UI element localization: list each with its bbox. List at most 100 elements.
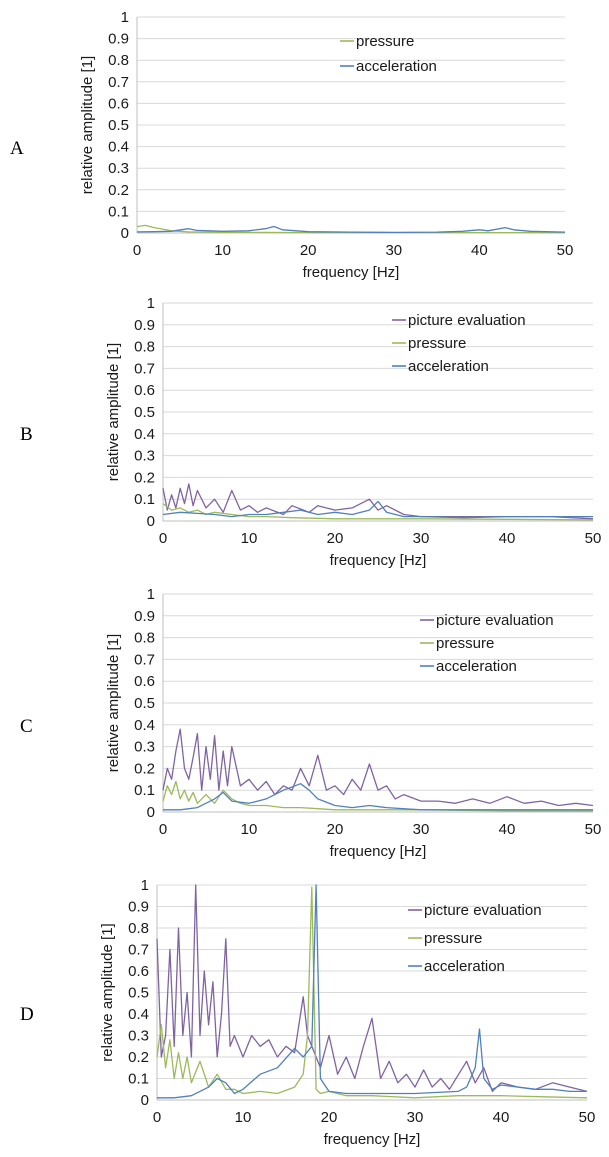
y-tick-label: 1 <box>141 877 149 894</box>
y-tick-label: 0.1 <box>108 203 129 220</box>
y-tick-label: 0.3 <box>108 160 129 177</box>
x-tick-label: 30 <box>413 530 430 547</box>
series-line-acceleration <box>162 500 593 519</box>
x-tick-label: 0 <box>159 821 167 838</box>
y-tick-label: 0.4 <box>134 426 155 443</box>
chart-panel-c: C 0 0.1 0.2 0.3 0.4 0.5 0.6 0.7 0.8 0.9 1 0 10 20 30 4… <box>20 586 601 860</box>
y-tick-label: 0.4 <box>128 1006 149 1023</box>
y-tick-label: 0.6 <box>134 673 155 690</box>
x-tick-label: 30 <box>407 1109 424 1126</box>
x-tick-label: 10 <box>241 821 258 838</box>
y-tick-label: 0.2 <box>108 182 129 199</box>
y-axis-label: relative amplitude [1] <box>105 634 122 772</box>
series-line-acceleration <box>163 783 593 811</box>
y-tick-label: 0 <box>141 1092 149 1109</box>
y-tick-label: 1 <box>147 295 155 312</box>
y-tick-label: 0.3 <box>134 739 155 756</box>
chart-panel-b: B 0 0.1 0.2 0.3 0.4 0.5 0.6 0.7 0.8 0.9 1 0 10 20 30 4… <box>20 295 601 569</box>
y-tick-label: 0.9 <box>108 31 129 48</box>
y-tick-label: 0.1 <box>134 491 155 508</box>
x-tick-label: 40 <box>499 530 516 547</box>
legend-entry: picture evaluation <box>436 612 554 629</box>
x-tick-label: 20 <box>300 242 317 259</box>
legend-entry: pressure <box>356 33 414 50</box>
legend-entry: acceleration <box>436 658 517 675</box>
y-tick-label: 0.5 <box>134 695 155 712</box>
x-tick-label: 10 <box>241 530 258 547</box>
y-tick-label: 0.5 <box>128 985 149 1002</box>
series-line-pressure <box>162 503 594 521</box>
y-tick-label: 0.2 <box>134 760 155 777</box>
y-tick-label: 0.7 <box>134 360 155 377</box>
y-tick-label: 0.6 <box>108 95 129 112</box>
x-tick-label: 40 <box>493 1109 510 1126</box>
y-tick-label: 0.9 <box>134 317 155 334</box>
x-axis-label: frequency [Hz] <box>330 552 427 569</box>
legend-entry: pressure <box>436 635 494 652</box>
y-tick-label: 0.1 <box>134 782 155 799</box>
chart-panel-a: A 0 0.1 0.2 0.3 0.4 0.5 0.6 0.7 0.8 0.9 1 0 10 20 30 4… <box>10 9 573 281</box>
y-tick-label: 0.9 <box>128 899 149 916</box>
panel-letter: B <box>20 424 33 445</box>
panel-letter: A <box>10 138 24 159</box>
y-tick-label: 1 <box>147 586 155 603</box>
legend-entry: pressure <box>424 930 482 947</box>
y-tick-label: 0 <box>147 513 155 530</box>
y-tick-label: 0.3 <box>134 448 155 465</box>
y-tick-label: 0.8 <box>108 52 129 69</box>
y-tick-label: 0.5 <box>108 117 129 134</box>
x-tick-label: 0 <box>159 530 167 547</box>
legend-entry: acceleration <box>408 358 489 375</box>
series-line-acceleration <box>157 884 587 1099</box>
series-line-pressure <box>156 886 588 1099</box>
chart-panel-d: D 0 0.1 0.2 0.3 0.4 0.5 0.6 0.7 0.8 0.9 1 0 10 20 30 4… <box>20 877 595 1148</box>
x-tick-label: 10 <box>214 242 231 259</box>
x-tick-label: 30 <box>385 242 402 259</box>
x-tick-label: 20 <box>327 821 344 838</box>
x-axis-label: frequency [Hz] <box>303 264 400 281</box>
series-line-picture-evaluation <box>162 728 594 807</box>
y-tick-label: 0.2 <box>134 469 155 486</box>
x-tick-label: 40 <box>499 821 516 838</box>
y-tick-label: 0.6 <box>134 382 155 399</box>
panel-letter: D <box>20 1004 34 1025</box>
y-tick-label: 0.7 <box>108 74 129 91</box>
x-tick-label: 30 <box>413 821 430 838</box>
x-axis-label: frequency [Hz] <box>330 843 427 860</box>
y-tick-label: 0.7 <box>128 942 149 959</box>
x-tick-label: 50 <box>579 1109 596 1126</box>
legend-entry: acceleration <box>356 58 437 75</box>
y-tick-label: 0.3 <box>128 1028 149 1045</box>
x-tick-label: 50 <box>585 530 602 547</box>
y-tick-label: 0.8 <box>134 630 155 647</box>
legend-entry: acceleration <box>424 958 505 975</box>
y-tick-label: 0.8 <box>134 339 155 356</box>
series-line-picture-evaluation <box>162 483 594 520</box>
legend-entry: picture evaluation <box>424 902 542 919</box>
y-tick-label: 0 <box>147 804 155 821</box>
y-tick-label: 1 <box>121 9 129 26</box>
y-tick-label: 0.5 <box>134 404 155 421</box>
series-line-acceleration <box>136 225 566 234</box>
y-tick-label: 0.1 <box>128 1071 149 1088</box>
y-tick-label: 0.8 <box>128 920 149 937</box>
x-tick-label: 50 <box>557 242 574 259</box>
y-tick-label: 0.9 <box>134 608 155 625</box>
x-tick-label: 0 <box>133 242 141 259</box>
x-tick-label: 0 <box>153 1109 161 1126</box>
x-tick-label: 20 <box>327 530 344 547</box>
y-tick-label: 0.6 <box>128 963 149 980</box>
y-tick-label: 0.2 <box>128 1049 149 1066</box>
legend-entry: pressure <box>408 335 466 352</box>
y-tick-label: 0.4 <box>134 717 155 734</box>
y-tick-label: 0.4 <box>108 139 129 156</box>
y-axis-label: relative amplitude [1] <box>99 923 116 1061</box>
y-axis-label: relative amplitude [1] <box>105 343 122 481</box>
series-line-pressure <box>162 780 593 812</box>
y-axis-label: relative amplitude [1] <box>79 56 96 194</box>
panel-letter: C <box>20 716 33 737</box>
y-tick-label: 0 <box>121 225 129 242</box>
x-tick-label: 40 <box>471 242 488 259</box>
x-tick-label: 50 <box>585 821 602 838</box>
